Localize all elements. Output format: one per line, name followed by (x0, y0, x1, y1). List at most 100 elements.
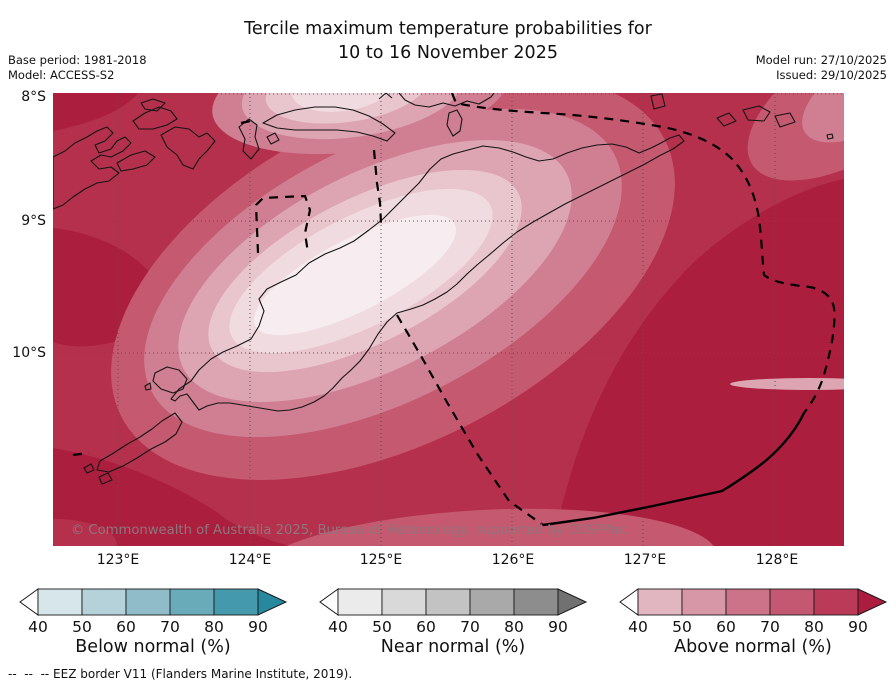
colorbar-right-arrow (557, 588, 588, 616)
legend-tick-label: 90 (248, 618, 268, 636)
colorbar-tick-labels: 40 50 60 70 80 90 (318, 618, 590, 636)
colorbar-segment (681, 588, 727, 616)
colorbar-segment (425, 588, 471, 616)
legend-tick-label: 70 (160, 618, 180, 636)
island-moa-outline (742, 105, 771, 122)
y-axis-label-9s: 9°S (21, 213, 46, 229)
colorbar-segment (769, 588, 815, 616)
page-title: Tercile maximum temperature probabilitie… (244, 19, 652, 39)
eez-125e-segment (372, 149, 383, 224)
colorbar-above-normal (619, 588, 888, 616)
colorbar-segment (125, 588, 171, 616)
legend-tick-label: 80 (204, 618, 224, 636)
islet-semau-west-outline (144, 382, 152, 391)
colorbar-segment (37, 588, 83, 616)
x-axis-label-128e: 128°E (755, 552, 799, 568)
x-axis-label-123e: 123°E (96, 552, 140, 568)
island-kisar-outline (650, 93, 666, 110)
colorbar-left-arrow (319, 588, 339, 616)
colorbar-segment (381, 588, 427, 616)
map-panel: © Commonwealth of Australia 2025, Bureau… (53, 93, 844, 546)
colorbar-left-arrow (19, 588, 39, 616)
colorbar-below-normal (19, 588, 288, 616)
base-period-label: Base period: 1981-2018 (8, 53, 147, 67)
eez-southwest-segment (396, 314, 544, 526)
legend-caption: Near normal (%) (380, 637, 526, 657)
solid-boundary-line (542, 412, 806, 527)
legend-near-normal: 40 50 60 70 80 90 Near normal (%) (318, 587, 590, 667)
colorbar-segment (337, 588, 383, 616)
legend-tick-label: 90 (848, 618, 868, 636)
islet-rote-south-outline (98, 472, 113, 485)
island-flores-outline (53, 126, 132, 210)
model-run-label: Model run: 27/10/2025 (755, 53, 887, 67)
island-top-notch-outline (378, 93, 393, 100)
x-axis-label-127e: 127°E (623, 552, 667, 568)
issued-label: Issued: 29/10/2025 (776, 68, 887, 82)
island-alor-outline (262, 106, 396, 142)
colorbar-segment (169, 588, 215, 616)
islet-outline (266, 132, 280, 145)
colorbar-segment (513, 588, 559, 616)
legend-tick-label: 60 (116, 618, 136, 636)
islet-rote-west-outline (83, 463, 95, 474)
eez-footnote: -- -- -- EEZ border V11 (Flanders Marine… (8, 667, 353, 681)
island-adonara-outline (132, 106, 178, 130)
colorbar-segment (813, 588, 859, 616)
contour-below-40 (229, 93, 493, 354)
island-atauro-outline (446, 109, 463, 137)
eez-alor-strait-dash (240, 118, 256, 125)
eez-north-arc (450, 93, 836, 414)
island-solor-outline (116, 150, 156, 172)
island-pantar-outline (238, 118, 260, 160)
x-axis-label-125e: 125°E (359, 552, 403, 568)
island-leti-outline (716, 112, 737, 127)
colorbar-right-arrow (857, 588, 888, 616)
copyright-text: © Commonwealth of Australia 2025, Bureau… (71, 523, 626, 538)
legend-tick-label: 40 (328, 618, 348, 636)
colorbar-tick-labels: 40 50 60 70 80 90 (618, 618, 890, 636)
probability-map: © Commonwealth of Australia 2025, Bureau… (53, 93, 844, 546)
islet-east-outline (826, 133, 834, 140)
colorbar-segment (725, 588, 771, 616)
island-wetar-clip-outline (398, 93, 495, 108)
legend-tick-label: 80 (504, 618, 524, 636)
x-axis-label-124e: 124°E (228, 552, 272, 568)
island-rote-outline (96, 412, 183, 473)
island-lakor-outline (774, 112, 796, 128)
legend-below-normal: 40 50 60 70 80 90 Below normal (%) (18, 587, 290, 667)
colorbar-segment (469, 588, 515, 616)
legend-tick-label: 90 (548, 618, 568, 636)
legend-tick-label: 50 (672, 618, 692, 636)
legend-tick-label: 40 (28, 618, 48, 636)
coastlines (53, 93, 834, 485)
colorbar-near-normal (319, 588, 588, 616)
colorbar-left-arrow (619, 588, 639, 616)
y-axis-label-10s: 10°S (12, 345, 46, 361)
eez-rote-dash (72, 451, 90, 457)
page-title-line2: 10 to 16 November 2025 (338, 43, 558, 63)
legend-tick-label: 70 (460, 618, 480, 636)
island-timor-outline (170, 134, 685, 412)
legend-tick-label: 80 (804, 618, 824, 636)
legend-tick-label: 50 (72, 618, 92, 636)
colorbar-right-arrow (257, 588, 288, 616)
colorbar-tick-labels: 40 50 60 70 80 90 (18, 618, 290, 636)
legend-caption: Below normal (%) (75, 637, 231, 657)
x-axis-label-126e: 126°E (491, 552, 535, 568)
legend-above-normal: 40 50 60 70 80 90 Above normal (%) (618, 587, 890, 667)
island-semau-outline (152, 366, 188, 394)
model-label: Model: ACCESS-S2 (8, 68, 115, 82)
eez-border-dashed (72, 93, 836, 526)
legend-tick-label: 70 (760, 618, 780, 636)
legend-tick-label: 60 (416, 618, 436, 636)
colorbar-segment (213, 588, 259, 616)
legend-tick-label: 40 (628, 618, 648, 636)
y-axis-label-8s: 8°S (21, 89, 46, 105)
colorbar-segment (637, 588, 683, 616)
island-lembata-outline (160, 126, 216, 170)
legend-caption: Above normal (%) (674, 637, 832, 657)
colorbar-segment (81, 588, 127, 616)
island-north-bit-outline (140, 98, 166, 112)
